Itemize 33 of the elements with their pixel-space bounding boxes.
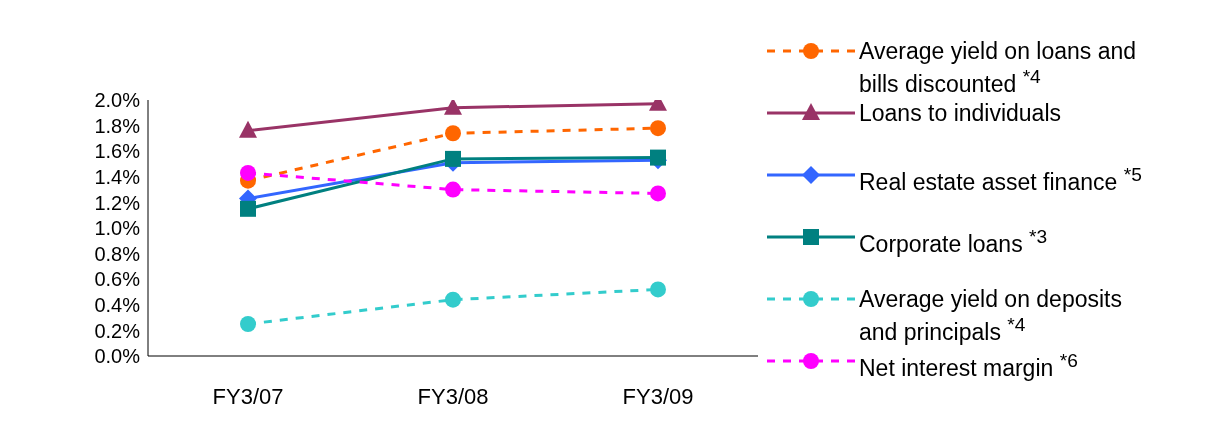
legend-label: Average yield on deposits and principals $^{*4}$ — [859, 286, 1123, 345]
point — [239, 120, 257, 138]
point — [240, 200, 256, 217]
x-tick-label: FY3/08 — [417, 383, 489, 409]
y-tick-label: 0.0% — [94, 345, 141, 368]
point — [650, 149, 666, 166]
point — [240, 164, 256, 181]
point — [445, 125, 461, 142]
legend-label: Corporate loans $^{*3}$ — [859, 225, 1049, 257]
y-tick-label: 1.2% — [94, 191, 141, 214]
point — [445, 150, 461, 167]
y-tick-label: 0.6% — [94, 268, 141, 291]
legend-label: Net interest margin $^{*6}$ — [859, 349, 1079, 381]
x-tick-label: FY3/09 — [622, 383, 694, 409]
y-tick-label: 0.8% — [94, 242, 141, 265]
y-tick-label: 0.4% — [94, 293, 141, 316]
y-tick-label: 1.0% — [94, 217, 141, 240]
point — [650, 185, 666, 202]
point — [444, 100, 462, 115]
x-tick-label: FY3/07 — [212, 383, 284, 409]
point — [650, 281, 666, 298]
point — [650, 120, 666, 137]
legend-label: Real estate asset finance $^{*5}$ — [859, 163, 1143, 195]
legend-label: Average yield on loans and bills discounted $^{*4}$ — [859, 38, 1138, 97]
y-tick-label: 1.6% — [94, 140, 141, 163]
y-tick-label: 2.0% — [94, 89, 141, 112]
y-tick-label: 1.8% — [94, 114, 141, 137]
point — [240, 316, 256, 332]
legend-label: Loans to individuals — [859, 100, 1063, 126]
y-tick-label: 1.4% — [94, 165, 141, 188]
y-tick-label: 0.2% — [94, 319, 141, 342]
point — [445, 181, 461, 198]
point — [445, 291, 461, 308]
